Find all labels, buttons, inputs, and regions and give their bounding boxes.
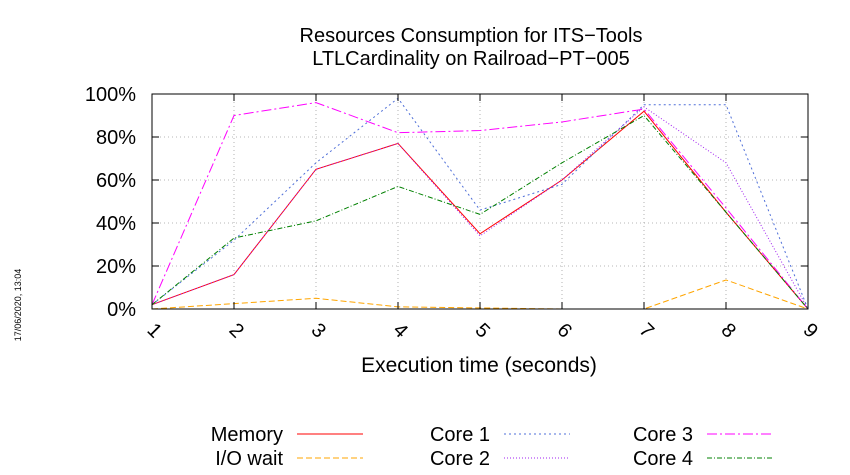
legend-label: Core 1 xyxy=(430,424,490,446)
series-lines xyxy=(151,97,809,310)
y-tick-label: 40% xyxy=(96,213,136,235)
chart-title: Resources Consumption for ITS−ToolsLTLCa… xyxy=(300,25,643,70)
x-tick-label: 4 xyxy=(389,319,412,342)
y-tick-label: 20% xyxy=(96,256,136,278)
legend-label: Memory xyxy=(211,424,283,446)
legend-label: Core 2 xyxy=(430,448,490,470)
timestamp-note: 17/06/2020, 13:04 xyxy=(13,269,23,342)
y-tick-label: 80% xyxy=(96,127,136,149)
x-tick-label: 6 xyxy=(553,319,576,342)
grid xyxy=(152,94,808,309)
x-tick-label: 9 xyxy=(799,319,822,342)
series-line-core-3 xyxy=(151,102,809,310)
legend-label: I/O wait xyxy=(215,448,283,470)
legend-label: Core 4 xyxy=(633,448,693,470)
chart-title-line: Resources Consumption for ITS−Tools xyxy=(300,25,643,47)
y-tick-label: 100% xyxy=(85,84,136,106)
chart-title-line: LTLCardinality on Railroad−PT−005 xyxy=(312,48,630,70)
series-line-memory xyxy=(151,110,809,310)
x-tick-label: 1 xyxy=(143,319,166,342)
series-line-core-1 xyxy=(151,97,809,310)
legend-label: Core 3 xyxy=(633,424,693,446)
series-line-core-4 xyxy=(151,114,809,310)
y-axis: 0% 20% 40% 60% 80% 100% xyxy=(85,84,808,321)
x-axis-label: Execution time (seconds) xyxy=(361,354,597,377)
x-tick-label: 7 xyxy=(635,319,658,342)
x-tick-label: 5 xyxy=(471,319,494,342)
x-tick-label: 8 xyxy=(717,319,740,342)
y-tick-label: 60% xyxy=(96,170,136,192)
series-line-core-2 xyxy=(151,106,809,310)
y-tick-label: 0% xyxy=(107,299,136,321)
x-axis: 1 2 3 4 5 6 7 8 9 xyxy=(143,94,822,342)
x-tick-label: 2 xyxy=(225,319,248,342)
x-tick-label: 3 xyxy=(307,319,330,342)
